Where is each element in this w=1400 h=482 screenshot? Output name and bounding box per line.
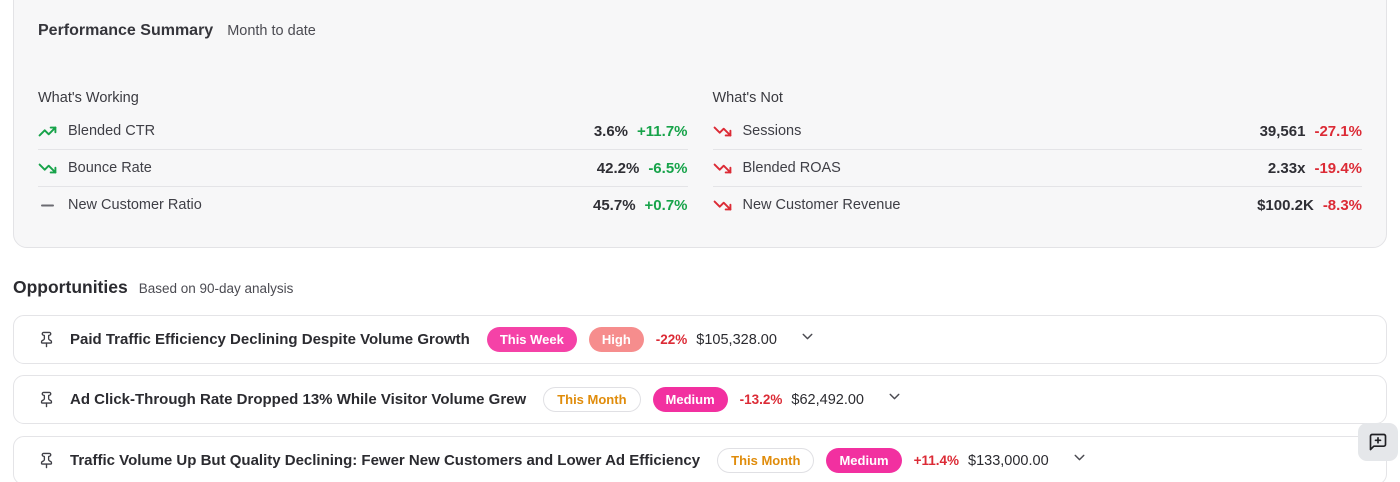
impact-amount: $62,492.00	[791, 391, 864, 408]
severity-badge: Medium	[826, 448, 902, 473]
metric-row: Blended CTR 3.6% +11.7%	[38, 113, 688, 150]
opportunities-header: Opportunities Based on 90-day analysis	[13, 276, 293, 298]
metric-change: +11.7%	[637, 122, 688, 140]
metric-value: 2.33x	[1267, 159, 1306, 177]
whats-not-column: What's Not Sessions 39,561 -27.1% Blende…	[712, 89, 1362, 223]
metric-value: 3.6%	[593, 122, 629, 140]
metric-label: New Customer Revenue	[742, 197, 901, 213]
metric-label: Bounce Rate	[68, 160, 152, 176]
change-percent: -13.2%	[739, 392, 783, 407]
severity-badge: High	[588, 327, 644, 352]
summary-columns: What's Working Blended CTR 3.6% +11.7% B…	[38, 89, 1362, 223]
feedback-button[interactable]	[1358, 423, 1398, 461]
opportunities-subtitle: Based on 90-day analysis	[138, 281, 294, 296]
change-percent: -22%	[655, 332, 688, 347]
opportunity-card[interactable]: Traffic Volume Up But Quality Declining:…	[13, 436, 1387, 482]
pin-icon[interactable]	[38, 390, 55, 409]
pin-icon[interactable]	[38, 330, 55, 349]
metric-row: New Customer Revenue $100.2K -8.3%	[713, 187, 1362, 223]
metric-label: Sessions	[742, 123, 802, 139]
opportunity-card[interactable]: Ad Click-Through Rate Dropped 13% While …	[13, 375, 1387, 424]
whats-working-column: What's Working Blended CTR 3.6% +11.7% B…	[38, 89, 688, 223]
whats-not-heading: What's Not	[712, 90, 783, 106]
metric-row: Bounce Rate 42.2% -6.5%	[38, 150, 688, 187]
metric-row: Blended ROAS 2.33x -19.4%	[712, 150, 1362, 187]
trending-down-icon	[38, 159, 57, 178]
chevron-down-icon[interactable]	[799, 328, 816, 345]
timeframe-badge: This Month	[717, 448, 815, 473]
message-square-plus-icon	[1368, 432, 1388, 452]
timeframe-badge: This Month	[543, 387, 641, 412]
opportunity-title: Traffic Volume Up But Quality Declining:…	[70, 452, 701, 469]
opportunity-title: Paid Traffic Efficiency Declining Despit…	[70, 331, 470, 348]
performance-summary-title: Performance Summary	[38, 22, 214, 39]
metric-value: $100.2K	[1257, 196, 1314, 214]
metric-change: +0.7%	[644, 196, 688, 214]
trending-down-icon	[713, 196, 732, 215]
metric-change: -8.3%	[1322, 196, 1362, 214]
opportunity-title: Ad Click-Through Rate Dropped 13% While …	[70, 391, 527, 408]
chevron-down-icon[interactable]	[1071, 449, 1088, 466]
metric-label: New Customer Ratio	[68, 197, 202, 213]
minus-icon	[38, 196, 57, 215]
performance-summary-subtitle: Month to date	[227, 23, 316, 39]
metric-change: -6.5%	[648, 159, 688, 177]
change-percent: +11.4%	[913, 453, 959, 468]
impact-amount: $133,000.00	[968, 452, 1049, 469]
trending-up-icon	[38, 122, 57, 141]
performance-summary-header: Performance Summary Month to date	[38, 21, 1362, 41]
severity-badge: Medium	[652, 387, 728, 412]
chevron-down-icon[interactable]	[886, 388, 903, 405]
metric-label: Blended ROAS	[742, 160, 841, 176]
metric-change: -19.4%	[1314, 159, 1362, 177]
pin-icon[interactable]	[38, 451, 55, 470]
timeframe-badge: This Week	[486, 327, 577, 352]
metric-value: 42.2%	[596, 159, 640, 177]
metric-row: New Customer Ratio 45.7% +0.7%	[38, 187, 688, 223]
metric-value: 45.7%	[593, 196, 636, 214]
trending-down-icon	[713, 159, 732, 178]
metric-change: -27.1%	[1314, 122, 1362, 140]
impact-amount: $105,328.00	[696, 331, 777, 348]
performance-summary-card: Performance Summary Month to date What's…	[13, 0, 1387, 248]
metric-row: Sessions 39,561 -27.1%	[712, 113, 1362, 150]
metric-value: 39,561	[1259, 122, 1306, 140]
opportunities-title: Opportunities	[13, 277, 128, 297]
trending-down-icon	[713, 122, 732, 141]
opportunity-card[interactable]: Paid Traffic Efficiency Declining Despit…	[13, 315, 1387, 364]
whats-working-heading: What's Working	[38, 90, 139, 106]
metric-label: Blended CTR	[68, 123, 156, 139]
